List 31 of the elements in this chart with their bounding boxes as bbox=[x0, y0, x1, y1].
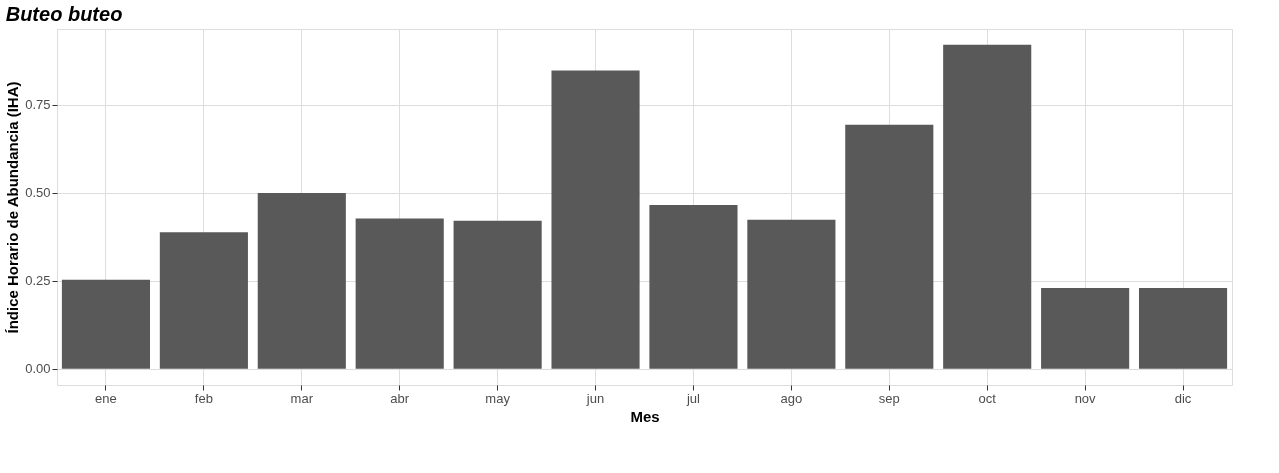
bar bbox=[845, 124, 934, 369]
bar bbox=[1041, 287, 1130, 369]
chart-title: Buteo buteo bbox=[5, 3, 123, 25]
bar bbox=[551, 70, 640, 369]
y-tick-label: 0.50 bbox=[25, 185, 51, 201]
x-tick-label: jul bbox=[685, 390, 701, 406]
y-tick-label: 0.00 bbox=[25, 361, 51, 377]
x-tick-label: mar bbox=[290, 390, 314, 406]
bar bbox=[257, 192, 346, 369]
x-tick-label: abr bbox=[390, 390, 410, 406]
bar bbox=[943, 44, 1032, 369]
x-tick-label: ene bbox=[95, 390, 117, 406]
x-tick-label: sep bbox=[878, 390, 900, 406]
bar bbox=[61, 279, 151, 369]
bar bbox=[159, 232, 248, 369]
y-tick-label: 0.25 bbox=[25, 273, 51, 289]
bar bbox=[453, 220, 542, 369]
bar bbox=[1138, 287, 1228, 369]
x-axis-title: Mes bbox=[630, 407, 660, 425]
y-tick-label: 0.75 bbox=[25, 97, 51, 113]
y-axis-title: Índice Horario de Abundancia (IHA) bbox=[4, 81, 22, 334]
x-tick-label: dic bbox=[1174, 390, 1192, 406]
x-tick-label: oct bbox=[978, 390, 997, 406]
bar bbox=[747, 219, 836, 369]
x-tick-label: jun bbox=[585, 390, 605, 406]
x-tick-label: nov bbox=[1074, 390, 1097, 406]
bar bbox=[355, 218, 444, 369]
x-tick-label: ago bbox=[780, 390, 803, 406]
bar bbox=[649, 204, 738, 369]
x-tick-label: may bbox=[485, 390, 511, 406]
x-tick-label: feb bbox=[194, 390, 213, 406]
